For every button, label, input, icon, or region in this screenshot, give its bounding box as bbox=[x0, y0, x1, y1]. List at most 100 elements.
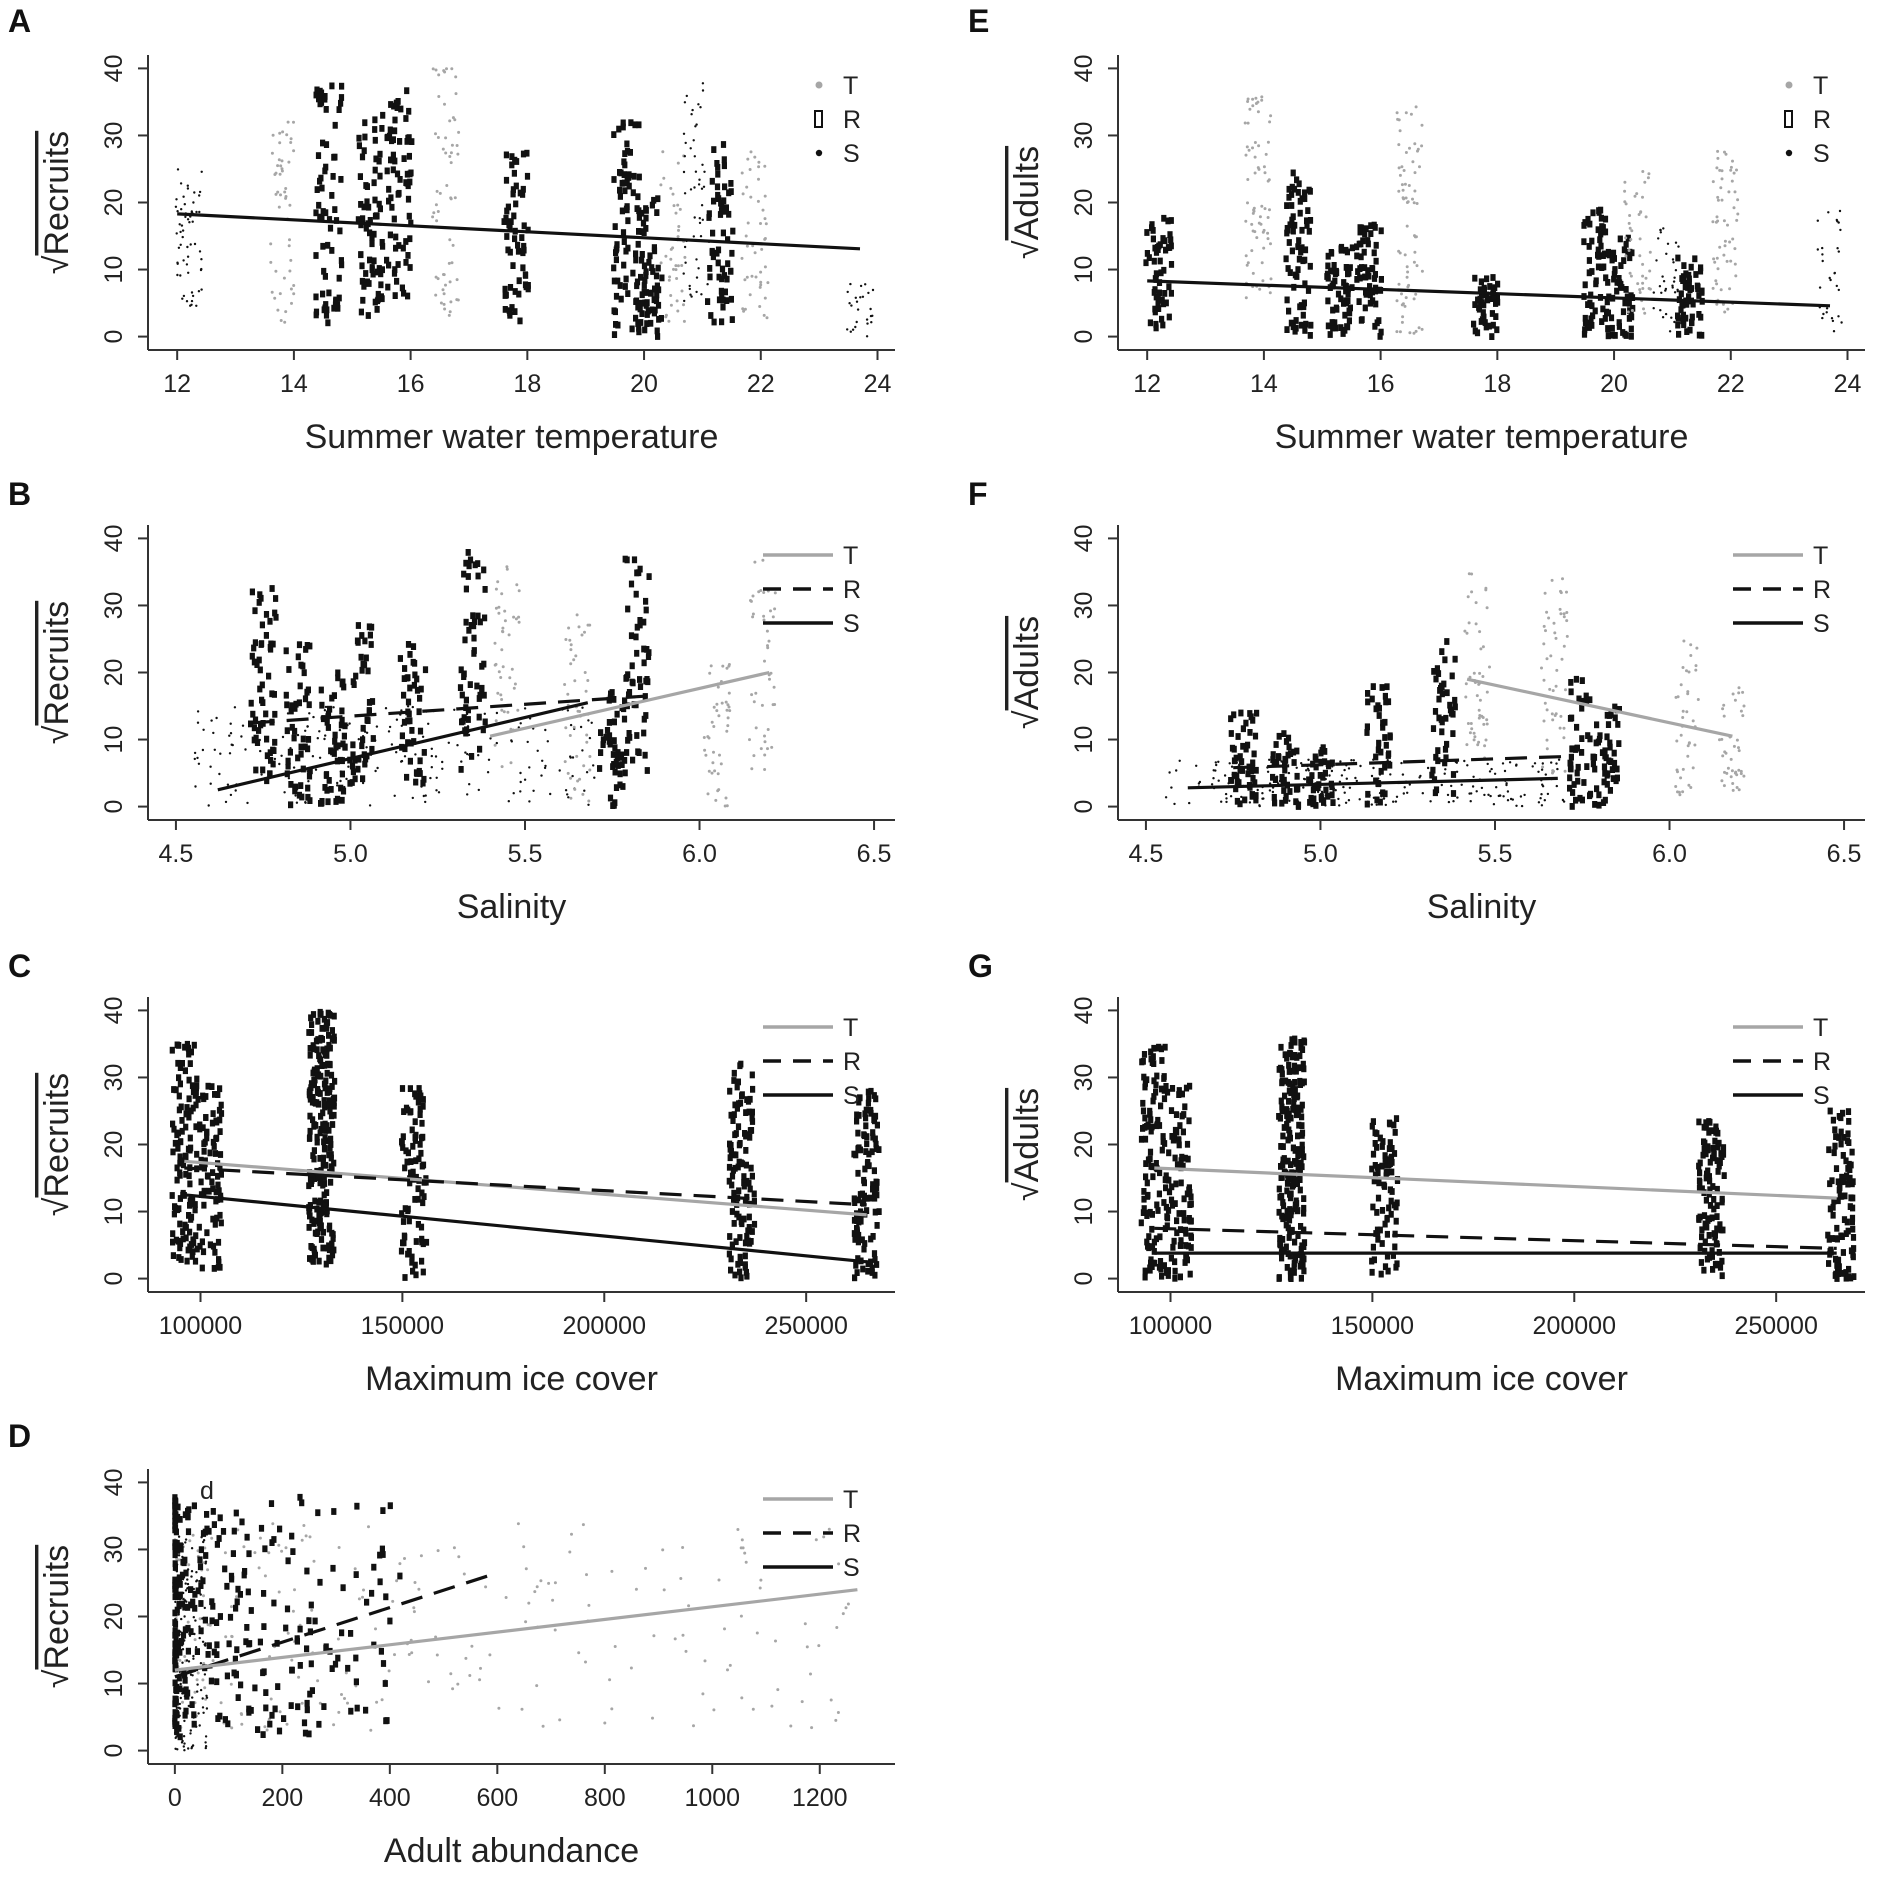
point-S bbox=[202, 1711, 205, 1715]
point-R bbox=[1306, 186, 1312, 194]
point-S bbox=[203, 1673, 207, 1676]
point-R bbox=[338, 94, 345, 101]
point-R bbox=[1585, 301, 1591, 308]
point-R bbox=[315, 1017, 321, 1025]
point-R bbox=[621, 238, 627, 245]
point-T bbox=[1561, 577, 1564, 581]
point-R bbox=[358, 308, 364, 316]
point-T bbox=[449, 300, 453, 304]
point-R bbox=[1294, 273, 1300, 280]
point-R bbox=[322, 1145, 328, 1153]
point-R bbox=[263, 1689, 269, 1696]
point-R bbox=[392, 127, 398, 135]
point-R bbox=[176, 1254, 182, 1261]
point-S bbox=[1266, 770, 1270, 773]
point-T bbox=[1266, 179, 1270, 183]
point-S bbox=[869, 307, 872, 311]
point-R bbox=[743, 1161, 749, 1169]
point-R bbox=[1342, 326, 1348, 334]
point-R bbox=[1147, 319, 1153, 327]
point-R bbox=[323, 1023, 329, 1031]
point-S bbox=[226, 783, 230, 786]
point-S bbox=[692, 235, 695, 238]
point-R bbox=[317, 177, 323, 185]
point-S bbox=[1347, 767, 1351, 770]
point-R bbox=[1290, 227, 1296, 235]
point-T bbox=[1677, 790, 1681, 794]
point-R bbox=[399, 732, 405, 740]
point-T bbox=[553, 1581, 557, 1585]
point-R bbox=[291, 734, 297, 742]
point-R bbox=[734, 1210, 740, 1218]
point-T bbox=[456, 298, 460, 302]
point-R bbox=[373, 212, 379, 220]
point-T bbox=[445, 184, 449, 187]
point-R bbox=[183, 1234, 189, 1242]
y-axis-title: √Recruits bbox=[38, 1545, 76, 1688]
point-R bbox=[252, 716, 259, 724]
point-R bbox=[1431, 776, 1438, 783]
point-R bbox=[1592, 765, 1598, 773]
point-R bbox=[1157, 257, 1163, 265]
point-R bbox=[643, 272, 649, 279]
point-T bbox=[771, 615, 775, 619]
point-T bbox=[1472, 738, 1476, 742]
point-T bbox=[1244, 153, 1248, 157]
point-R bbox=[870, 1181, 876, 1188]
point-R bbox=[340, 678, 346, 686]
point-S bbox=[190, 299, 194, 303]
point-S bbox=[278, 762, 281, 766]
point-S bbox=[1444, 768, 1447, 771]
point-R bbox=[1382, 790, 1388, 798]
point-R bbox=[1283, 793, 1289, 800]
point-R bbox=[256, 656, 262, 664]
point-S bbox=[1224, 792, 1228, 796]
point-S bbox=[174, 1582, 177, 1585]
point-R bbox=[1587, 792, 1593, 800]
point-R bbox=[319, 1025, 325, 1032]
point-S bbox=[1215, 763, 1218, 767]
point-S bbox=[183, 203, 186, 206]
point-R bbox=[1686, 275, 1692, 283]
y-axis-title: √Recruits bbox=[38, 601, 76, 744]
point-S bbox=[698, 221, 702, 225]
point-R bbox=[211, 1265, 217, 1272]
point-T bbox=[716, 789, 720, 793]
point-R bbox=[1281, 787, 1287, 794]
point-S bbox=[1223, 774, 1227, 777]
point-R bbox=[856, 1094, 863, 1102]
point-T bbox=[1262, 246, 1266, 250]
point-T bbox=[453, 118, 457, 122]
point-S bbox=[184, 1538, 188, 1541]
point-R bbox=[176, 1602, 182, 1610]
point-R bbox=[469, 753, 475, 760]
point-R bbox=[1485, 296, 1491, 304]
point-R bbox=[861, 1131, 867, 1139]
point-S bbox=[1493, 772, 1497, 775]
point-T bbox=[208, 1623, 212, 1627]
point-R bbox=[364, 198, 370, 206]
point-T bbox=[1474, 601, 1478, 605]
point-R bbox=[1329, 319, 1335, 326]
point-R bbox=[658, 315, 664, 322]
point-T bbox=[1542, 642, 1546, 646]
point-R bbox=[630, 756, 636, 764]
point-R bbox=[360, 775, 366, 783]
point-R bbox=[649, 201, 655, 209]
point-R bbox=[1602, 215, 1609, 223]
point-S bbox=[466, 752, 469, 756]
point-R bbox=[176, 1574, 182, 1582]
point-T bbox=[1398, 251, 1402, 255]
point-R bbox=[354, 1704, 360, 1712]
point-R bbox=[1586, 257, 1592, 264]
point-S bbox=[314, 768, 318, 771]
point-S bbox=[695, 123, 698, 126]
point-R bbox=[1605, 248, 1611, 256]
point-S bbox=[528, 800, 531, 803]
point-R bbox=[1295, 189, 1301, 196]
point-T bbox=[398, 1562, 402, 1566]
point-R bbox=[415, 1185, 421, 1193]
point-R bbox=[204, 1229, 210, 1237]
point-R bbox=[220, 1528, 227, 1535]
point-R bbox=[1184, 1140, 1191, 1148]
